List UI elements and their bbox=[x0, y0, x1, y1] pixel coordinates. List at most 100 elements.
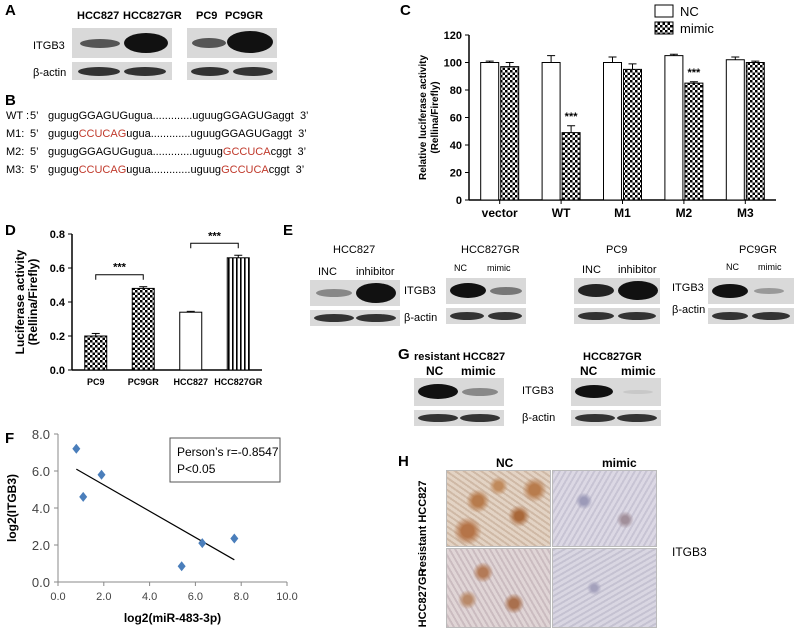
bar bbox=[179, 311, 203, 371]
sequence-segment: gugug bbox=[48, 128, 79, 140]
panel-g-lane-nc-right: NC bbox=[580, 364, 598, 378]
x-tick-label: M1 bbox=[614, 206, 631, 220]
data-point bbox=[79, 491, 88, 502]
panel-a-blot-actin-right bbox=[187, 62, 277, 80]
bar bbox=[623, 68, 642, 201]
sequence-segment: CCUCAG bbox=[78, 128, 127, 140]
x-tick-label: 4.0 bbox=[142, 591, 157, 603]
sequence-segment: gugug bbox=[48, 164, 79, 176]
y-tick-label: 0.0 bbox=[50, 365, 65, 377]
sequence-3prime: 3’ bbox=[289, 164, 305, 176]
x-tick-label: 10.0 bbox=[276, 591, 297, 603]
y-axis-label-line: Relative luciferase activity bbox=[418, 55, 429, 181]
panel-e-title-hcc827gr: HCC827GR bbox=[461, 244, 520, 256]
panel-g-blot-right-actin bbox=[571, 410, 661, 426]
sequence-5prime: 5’ bbox=[30, 146, 39, 158]
x-tick-label: HCC827GR bbox=[214, 377, 263, 387]
sequence-label: M1: bbox=[6, 128, 25, 140]
panel-a-blot-itgb3-right bbox=[187, 28, 277, 58]
sequence-segment: GGAGU bbox=[78, 146, 120, 158]
bar bbox=[541, 62, 561, 201]
annotation-box bbox=[169, 437, 281, 483]
panel-e-lane-nc-4: NC bbox=[726, 262, 739, 272]
sequence-3prime: 3’ bbox=[291, 146, 307, 158]
panel-e-protein-1: ITGB3 bbox=[404, 285, 436, 297]
sequence-segment: cggt bbox=[268, 164, 290, 176]
panel-g-protein: ITGB3 bbox=[522, 385, 554, 397]
y-tick-label: 20 bbox=[450, 168, 462, 180]
data-point bbox=[198, 538, 207, 549]
panel-b-letter: B bbox=[5, 92, 16, 109]
panel-h-col-mimic: mimic bbox=[602, 456, 637, 470]
panel-e-blot-hcc827gr-actin bbox=[446, 308, 526, 324]
sequence-5prime: 5’ bbox=[30, 164, 39, 176]
panel-h-image-resistant-nc bbox=[446, 470, 551, 547]
sequence-row: M3: 5’ gugugCCUCAGugua.............uguugGC… bbox=[6, 164, 304, 176]
y-tick-label: 40 bbox=[450, 140, 462, 152]
sequence-segment: cggt bbox=[270, 146, 292, 158]
y-tick-label: 0.2 bbox=[50, 331, 65, 343]
bar bbox=[561, 132, 581, 201]
sequence-label: M2: bbox=[6, 146, 25, 158]
significance-label: *** bbox=[208, 230, 222, 242]
sequence-label: M3: bbox=[6, 164, 25, 176]
x-tick-label: HCC827 bbox=[173, 377, 208, 387]
panel-h-image-resistant-mimic bbox=[552, 470, 657, 547]
panel-e-lane-inhibitor-1: inhibitor bbox=[356, 266, 395, 278]
panel-h-image-gr-mimic bbox=[552, 548, 657, 628]
sequence-segment: GCCUCA bbox=[222, 146, 271, 158]
sequence-segment: ugua.............uguug bbox=[126, 164, 222, 176]
panel-e-title-hcc827: HCC827 bbox=[333, 244, 376, 256]
sequence-5prime: 5’ bbox=[30, 110, 39, 122]
sequence-segment: Gugua.............uguug bbox=[119, 146, 223, 158]
x-tick-label: PC9GR bbox=[128, 377, 160, 387]
sequence-segment: GGAGU bbox=[78, 110, 120, 122]
significance-bracket bbox=[190, 242, 239, 249]
sequence-3prime: 3’ bbox=[293, 110, 309, 122]
panel-h-stain-label: ITGB3 bbox=[672, 545, 707, 559]
sequence-segment: Gaggt bbox=[262, 128, 292, 140]
panel-e-blot-hcc827-itgb3 bbox=[310, 280, 400, 306]
panel-h-image-gr-nc bbox=[446, 548, 551, 628]
panel-b-sequences: WT :5’ gugugGGAGUGugua.............uguugG… bbox=[6, 110, 336, 190]
panel-e-blot-pc9-actin bbox=[574, 308, 660, 324]
legend-swatch bbox=[654, 21, 674, 35]
panel-e-title-pc9gr: PC9GR bbox=[739, 244, 777, 256]
y-tick-label: 0.8 bbox=[50, 229, 65, 241]
y-axis-label-line: (Rellina/Firefly) bbox=[430, 81, 441, 153]
panel-g-blot-left-itgb3 bbox=[414, 378, 504, 406]
sequence-segment: gugug bbox=[48, 146, 79, 158]
y-axis-label-line: Luciferase activity bbox=[13, 249, 27, 354]
panel-e-lane-mimic-2: mimic bbox=[487, 263, 511, 273]
significance-label: *** bbox=[565, 111, 579, 123]
x-tick-label: M3 bbox=[737, 206, 754, 220]
panel-e-blot-pc9gr-itgb3 bbox=[708, 278, 794, 304]
panel-a-col-hcc827gr: HCC827GR bbox=[123, 10, 182, 22]
panel-g-lane-mimic-right: mimic bbox=[621, 364, 656, 378]
panel-e-blot-hcc827gr-itgb3 bbox=[446, 278, 526, 304]
panel-g-lane-mimic-left: mimic bbox=[461, 364, 496, 378]
panel-e-lane-mimic-4: mimic bbox=[758, 262, 782, 272]
y-tick-label: 0.4 bbox=[50, 297, 66, 309]
y-tick-label: 80 bbox=[450, 85, 462, 97]
significance-bracket bbox=[95, 274, 144, 280]
x-tick-label: 8.0 bbox=[234, 591, 249, 603]
panel-e-control-4: β-actin bbox=[672, 304, 706, 316]
y-axis-label: Luciferase activity(Rellina/Firefly) bbox=[13, 249, 40, 354]
y-axis-label-line: (Rellina/Firefly) bbox=[26, 259, 40, 346]
sequence-segment: Gaggt bbox=[263, 110, 294, 122]
sequence-segment: gugug bbox=[48, 110, 79, 122]
y-tick-label: 120 bbox=[444, 30, 462, 42]
bar bbox=[664, 55, 684, 201]
y-tick-label: 0.0 bbox=[32, 575, 50, 590]
sequence-label: WT : bbox=[6, 110, 30, 122]
x-axis-label: log2(miR-483-3p) bbox=[124, 611, 221, 625]
trend-line bbox=[76, 468, 235, 561]
panel-a-row-itgb3: ITGB3 bbox=[33, 40, 65, 52]
panel-a-col-hcc827: HCC827 bbox=[77, 10, 120, 22]
bar bbox=[131, 287, 155, 371]
panel-d-letter: D bbox=[5, 222, 16, 239]
sequence-row: WT :5’ gugugGGAGUGugua.............uguugG… bbox=[6, 110, 309, 122]
x-tick-label: WT bbox=[552, 206, 571, 220]
annotation-p: P<0.05 bbox=[177, 462, 216, 476]
